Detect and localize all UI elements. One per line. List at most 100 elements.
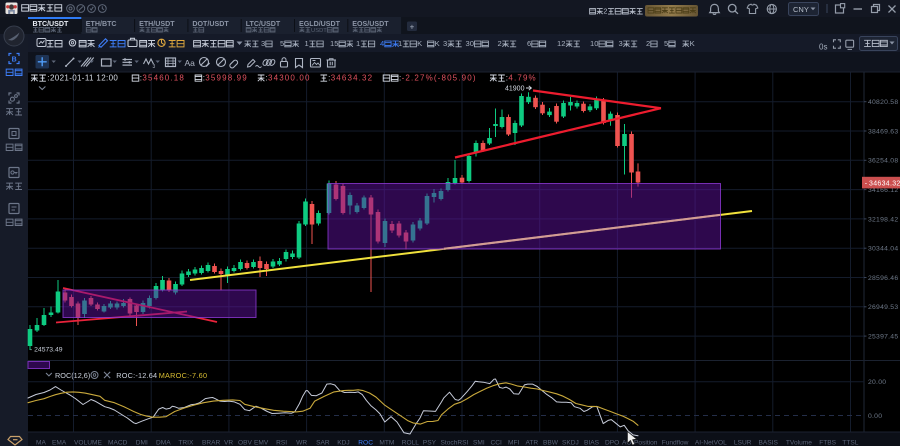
svg-text:12: 12	[557, 39, 565, 48]
svg-text::: :	[47, 74, 49, 83]
svg-text:15: 15	[330, 39, 338, 48]
svg-text:28596.46: 28596.46	[868, 275, 898, 282]
svg-text:30344.04: 30344.04	[868, 246, 898, 253]
svg-text:FTBS: FTBS	[819, 439, 836, 446]
svg-text:ETH/BTC: ETH/BTC	[86, 20, 117, 28]
svg-text:34634.32: 34634.32	[869, 181, 900, 188]
svg-text:1: 1	[356, 39, 360, 48]
svg-text:B: B	[12, 57, 17, 64]
svg-text:S: S	[315, 28, 319, 34]
svg-text:34300.00: 34300.00	[268, 74, 311, 83]
svg-text:1: 1	[305, 39, 309, 48]
svg-text::: :	[328, 74, 330, 83]
svg-text:MTM: MTM	[379, 439, 394, 446]
svg-text::: :	[265, 74, 267, 83]
svg-text:D: D	[319, 28, 323, 34]
svg-text:TTSL: TTSL	[842, 439, 858, 446]
svg-text:5: 5	[664, 39, 668, 48]
svg-text:20.00: 20.00	[868, 379, 886, 386]
svg-text:4: 4	[380, 39, 384, 48]
svg-text:Aa: Aa	[185, 58, 196, 68]
svg-text:30: 30	[466, 39, 474, 48]
svg-text:0.00: 0.00	[868, 413, 882, 420]
svg-text:MA: MA	[36, 439, 46, 446]
svg-text:ETH/USDT: ETH/USDT	[139, 20, 175, 28]
svg-text:BASIS: BASIS	[759, 439, 779, 446]
svg-text:ROC(12,6): ROC(12,6)	[55, 371, 90, 380]
svg-text:4.79%: 4.79%	[508, 74, 536, 83]
svg-text:5: 5	[280, 39, 284, 48]
svg-text:LSUR: LSUR	[734, 439, 752, 446]
svg-text:StochRSI: StochRSI	[441, 439, 469, 446]
svg-text:0s: 0s	[819, 43, 827, 52]
svg-text:3: 3	[619, 39, 623, 48]
svg-text::: :	[399, 74, 401, 83]
svg-text:BTC/USDT: BTC/USDT	[33, 20, 70, 28]
svg-text:BBW: BBW	[543, 439, 559, 446]
svg-text:DMA: DMA	[156, 439, 171, 446]
svg-text:OBV: OBV	[238, 439, 253, 446]
svg-text:32198.42: 32198.42	[868, 216, 898, 223]
svg-text:Fundflow: Fundflow	[662, 439, 689, 446]
svg-text:WR: WR	[296, 439, 307, 446]
svg-text:VR: VR	[224, 439, 233, 446]
svg-text:35460.18: 35460.18	[142, 74, 185, 83]
svg-text:25397.45: 25397.45	[868, 334, 898, 341]
svg-text:ROC: ROC	[358, 439, 373, 446]
svg-text:DPO: DPO	[605, 439, 619, 446]
svg-text:EOS/USDT: EOS/USDT	[352, 20, 389, 28]
svg-text:DOT/USDT: DOT/USDT	[192, 20, 229, 28]
svg-text:EGLD/USDT: EGLD/USDT	[299, 20, 341, 28]
svg-text:K: K	[690, 39, 695, 48]
svg-text:26949.53: 26949.53	[868, 304, 898, 311]
svg-text:6: 6	[527, 39, 531, 48]
svg-text:SAR: SAR	[316, 439, 330, 446]
svg-text:10: 10	[590, 39, 598, 48]
svg-text:MACD: MACD	[108, 439, 128, 446]
svg-text:T: T	[323, 28, 327, 34]
svg-text:36254.08: 36254.08	[868, 158, 898, 165]
svg-text:AO: AO	[622, 439, 632, 446]
svg-text:Position: Position	[634, 439, 658, 446]
svg-text:K: K	[435, 39, 440, 48]
svg-text::: :	[203, 74, 205, 83]
svg-text:- 24573.49: - 24573.49	[30, 347, 63, 354]
svg-text:VOLUME: VOLUME	[74, 439, 102, 446]
svg-text:EMV: EMV	[254, 439, 269, 446]
svg-text:3: 3	[261, 39, 265, 48]
svg-text:-2.27%(-805.90): -2.27%(-805.90)	[402, 74, 477, 83]
svg-text:ROLL: ROLL	[402, 439, 420, 446]
svg-text:MFI: MFI	[508, 439, 520, 446]
svg-text:EMA: EMA	[52, 439, 67, 446]
svg-text:SKDJ: SKDJ	[562, 439, 579, 446]
svg-text:SMI: SMI	[473, 439, 485, 446]
svg-text:BRAR: BRAR	[202, 439, 221, 446]
svg-text:MAROC:-7.60: MAROC:-7.60	[159, 371, 208, 380]
svg-text:PSY: PSY	[423, 439, 437, 446]
svg-text:2: 2	[603, 7, 607, 16]
svg-text:+: +	[410, 22, 415, 31]
svg-text:U: U	[311, 28, 315, 34]
svg-text:34634.32: 34634.32	[331, 74, 374, 83]
svg-text:TVolume: TVolume	[786, 439, 812, 446]
svg-text:-: -	[865, 181, 868, 188]
svg-text:3: 3	[443, 39, 447, 48]
svg-text:TRIX: TRIX	[178, 439, 194, 446]
svg-text:34166.12: 34166.12	[868, 187, 898, 194]
svg-text:3: 3	[153, 64, 156, 70]
svg-text:LTC/USDT: LTC/USDT	[246, 20, 281, 28]
svg-text:CNY: CNY	[793, 5, 809, 14]
svg-text:2021-01-11 12:00: 2021-01-11 12:00	[50, 74, 118, 83]
svg-text:2: 2	[646, 39, 650, 48]
svg-text:ROC:-12.64: ROC:-12.64	[116, 371, 157, 380]
svg-text:ATR: ATR	[526, 439, 539, 446]
svg-text:35998.99: 35998.99	[205, 74, 248, 83]
svg-text::: :	[140, 74, 142, 83]
svg-text:2: 2	[498, 39, 502, 48]
svg-text:38469.63: 38469.63	[868, 128, 898, 135]
svg-text:K: K	[417, 39, 422, 48]
svg-text:40820.58: 40820.58	[868, 99, 898, 106]
svg-text::: :	[506, 74, 508, 83]
svg-text:1: 1	[398, 39, 402, 48]
svg-text:RSI: RSI	[276, 439, 287, 446]
